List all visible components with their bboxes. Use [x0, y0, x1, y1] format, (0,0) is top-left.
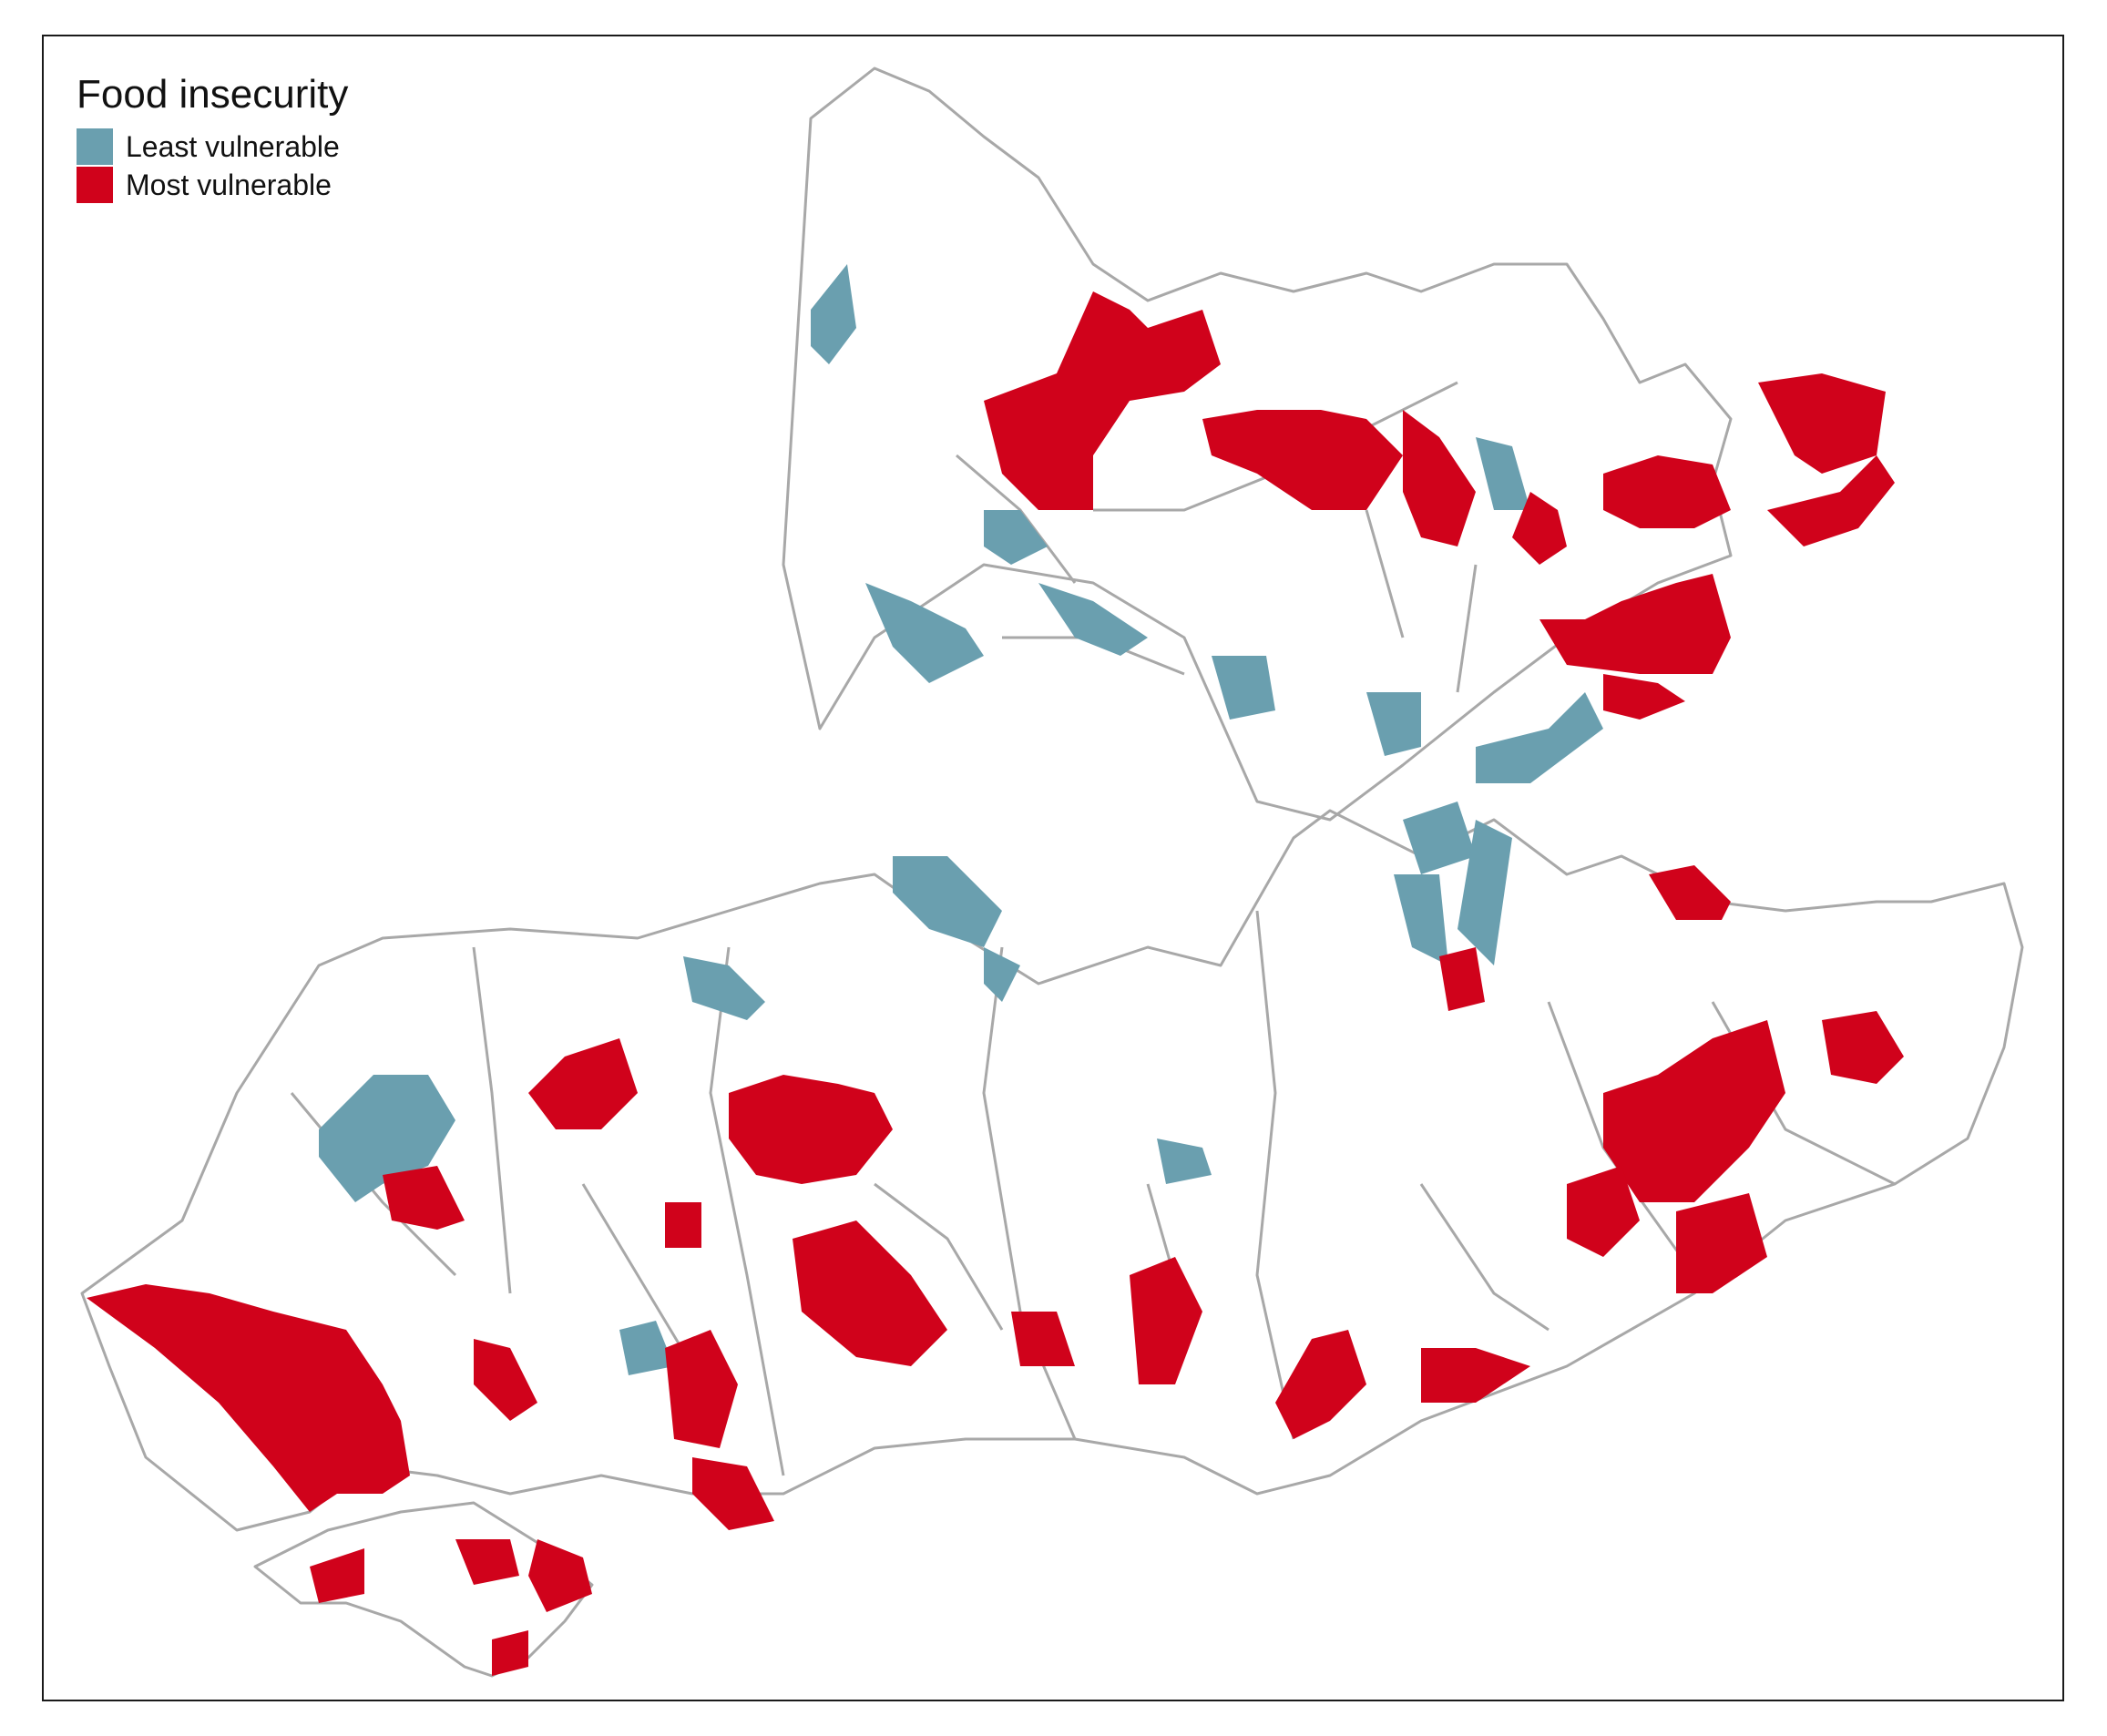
area-least-7 — [1476, 437, 1530, 510]
area-most-4 — [1403, 410, 1476, 546]
internal-boundaries — [290, 381, 1896, 1476]
legend-title: Food insecurity — [77, 72, 349, 117]
area-least-16 — [1157, 1139, 1212, 1184]
legend-swatch-least — [77, 128, 113, 165]
boundary-south — [80, 809, 2024, 1532]
area-most-10 — [1603, 674, 1685, 720]
area-most-11 — [1649, 865, 1731, 920]
area-least-12 — [1394, 874, 1448, 965]
area-least-8 — [1366, 692, 1421, 756]
legend-swatch-most — [77, 167, 113, 203]
area-most-17 — [1275, 1330, 1366, 1439]
area-most-25 — [665, 1330, 738, 1448]
area-most-24 — [665, 1202, 701, 1248]
area-least-17 — [619, 1321, 674, 1375]
area-most-21 — [528, 1038, 638, 1129]
area-most-19 — [793, 1220, 947, 1366]
legend-item-least-vulnerable: Least vulnerable — [77, 128, 348, 166]
area-least-13 — [893, 856, 1002, 947]
area-most-15 — [1822, 1011, 1904, 1084]
area-most-30 — [310, 1548, 364, 1603]
area-least-3 — [865, 583, 984, 683]
area-most-12 — [1603, 1020, 1785, 1202]
area-most-23 — [729, 1075, 893, 1184]
area-least-2 — [811, 264, 856, 364]
area-most-18 — [1130, 1257, 1202, 1384]
area-most-28 — [528, 1539, 592, 1612]
legend: Food insecurity Least vulnerable Most vu… — [77, 71, 348, 204]
least-vulnerable-areas — [319, 264, 1603, 1375]
area-most-22 — [383, 1166, 465, 1230]
area-most-9 — [1539, 574, 1731, 674]
area-least-6 — [1212, 656, 1275, 720]
legend-label-most: Most vulnerable — [126, 168, 332, 201]
boundary-island — [253, 1501, 594, 1678]
area-most-1 — [87, 1284, 410, 1512]
district-boundaries — [80, 66, 2024, 1678]
legend-label-least: Least vulnerable — [126, 129, 340, 163]
area-most-16 — [1421, 1348, 1530, 1403]
area-most-20 — [1011, 1312, 1075, 1366]
area-most-29 — [455, 1539, 519, 1585]
area-least-10 — [1403, 802, 1476, 874]
area-most-14 — [1676, 1193, 1767, 1293]
area-most-26 — [474, 1339, 537, 1421]
area-most-2 — [984, 291, 1221, 510]
area-most-27 — [692, 1457, 774, 1530]
boundary-north — [782, 66, 1733, 822]
area-least-1 — [319, 1075, 455, 1202]
area-most-32 — [1439, 947, 1485, 1011]
area-least-4 — [984, 510, 1048, 565]
area-most-7 — [1758, 373, 1886, 474]
area-least-9 — [1476, 692, 1603, 783]
legend-item-most-vulnerable: Most vulnerable — [77, 166, 348, 204]
area-most-13 — [1567, 1166, 1640, 1257]
area-most-5 — [1512, 492, 1567, 565]
most-vulnerable-areas — [87, 291, 1904, 1676]
area-least-5 — [1038, 583, 1148, 656]
area-most-6 — [1603, 455, 1731, 528]
area-least-11 — [1458, 820, 1512, 965]
area-most-8 — [1767, 455, 1895, 546]
area-most-3 — [1202, 410, 1403, 510]
area-least-15 — [984, 947, 1020, 1002]
area-least-14 — [683, 956, 765, 1020]
area-most-31 — [492, 1630, 528, 1676]
